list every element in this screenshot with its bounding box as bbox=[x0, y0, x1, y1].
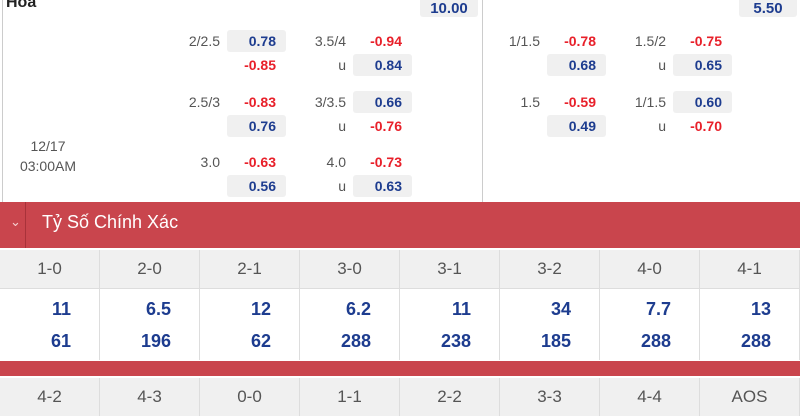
odds-value[interactable]: -0.94 bbox=[370, 33, 402, 49]
score-odds-cell[interactable]: 6.2 288 bbox=[300, 289, 400, 360]
odds-draw-left[interactable]: 10.00 bbox=[420, 0, 478, 17]
score-label: 2-2 bbox=[400, 378, 500, 416]
section-title: Hoa bbox=[6, 0, 37, 11]
odds-value[interactable]: 288 bbox=[740, 331, 771, 351]
odds-value[interactable]: 0.66 bbox=[353, 91, 412, 113]
under-label: u bbox=[338, 118, 346, 134]
odds-value[interactable]: -0.76 bbox=[370, 118, 402, 134]
score-label: 0-0 bbox=[200, 378, 300, 416]
correct-score-header[interactable] bbox=[0, 202, 800, 248]
score-label: 2-0 bbox=[100, 250, 200, 288]
odds-value[interactable]: 0.63 bbox=[353, 175, 412, 197]
score-header-row-1: 1-0 2-0 2-1 3-0 3-1 3-2 4-0 4-1 bbox=[0, 250, 800, 288]
odds-value[interactable]: 13 bbox=[750, 299, 771, 319]
odds-value[interactable]: 11 bbox=[451, 299, 471, 319]
odds-value[interactable]: 185 bbox=[540, 331, 571, 351]
total-label: 1.5/2 bbox=[634, 33, 666, 49]
handicap-label: 2.5/3 bbox=[188, 94, 220, 110]
handicap-label: 3.0 bbox=[200, 154, 220, 170]
odds-value[interactable]: 61 bbox=[50, 331, 71, 351]
odds-value[interactable]: 34 bbox=[550, 299, 571, 319]
left-border bbox=[2, 0, 3, 202]
score-label: 3-2 bbox=[500, 250, 600, 288]
section-bar bbox=[0, 361, 800, 376]
score-odds-cell[interactable]: 12 62 bbox=[200, 289, 300, 360]
odds-value[interactable]: 11 bbox=[51, 299, 71, 319]
odds-value[interactable]: 12 bbox=[250, 299, 271, 319]
handicap-label: 2/2.5 bbox=[188, 33, 220, 49]
odds-value[interactable]: 238 bbox=[440, 331, 471, 351]
header-separator bbox=[25, 202, 26, 248]
score-label: 1-0 bbox=[0, 250, 100, 288]
odds-value[interactable]: 0.56 bbox=[227, 175, 286, 197]
score-label: 4-3 bbox=[100, 378, 200, 416]
odds-value[interactable]: -0.78 bbox=[564, 33, 596, 49]
score-label: 3-3 bbox=[500, 378, 600, 416]
score-label: 4-4 bbox=[600, 378, 700, 416]
total-label: 1/1.5 bbox=[634, 94, 666, 110]
odds-value[interactable]: 196 bbox=[140, 331, 171, 351]
under-label: u bbox=[338, 178, 346, 194]
score-odds-cell[interactable]: 7.7 288 bbox=[600, 289, 700, 360]
odds-value[interactable]: 0.68 bbox=[547, 54, 606, 76]
score-header-row-2: 4-2 4-3 0-0 1-1 2-2 3-3 4-4 AOS bbox=[0, 378, 800, 416]
score-odds-cell[interactable]: 6.5 196 bbox=[100, 289, 200, 360]
under-label: u bbox=[658, 57, 666, 73]
odds-value[interactable]: 0.60 bbox=[673, 91, 732, 113]
match-date: 12/17 bbox=[30, 138, 66, 154]
odds-value[interactable]: -0.85 bbox=[244, 57, 276, 73]
total-label: 3/3.5 bbox=[314, 94, 346, 110]
score-odds-cell[interactable]: 13 288 bbox=[700, 289, 800, 360]
score-label: 4-2 bbox=[0, 378, 100, 416]
odds-value[interactable]: -0.75 bbox=[690, 33, 722, 49]
odds-value[interactable]: 0.65 bbox=[673, 54, 732, 76]
odds-value[interactable]: -0.83 bbox=[244, 94, 276, 110]
total-label: 3.5/4 bbox=[314, 33, 346, 49]
score-label: AOS bbox=[700, 378, 800, 416]
match-time: 03:00AM bbox=[19, 158, 77, 174]
score-label: 4-0 bbox=[600, 250, 700, 288]
score-label: 4-1 bbox=[700, 250, 800, 288]
odds-value[interactable]: 0.84 bbox=[353, 54, 412, 76]
chevron-down-icon[interactable]: ⌄ bbox=[10, 214, 21, 229]
column-divider bbox=[482, 0, 483, 202]
score-odds-cell[interactable]: 11 238 bbox=[400, 289, 500, 360]
odds-value[interactable]: -0.63 bbox=[244, 154, 276, 170]
score-label: 1-1 bbox=[300, 378, 400, 416]
under-label: u bbox=[658, 118, 666, 134]
odds-draw-right[interactable]: 5.50 bbox=[739, 0, 797, 17]
correct-score-title: Tỷ Số Chính Xác bbox=[42, 212, 179, 232]
score-odds-cell[interactable]: 11 61 bbox=[0, 289, 100, 360]
odds-value[interactable]: 6.5 bbox=[145, 299, 171, 319]
odds-value[interactable]: 288 bbox=[340, 331, 371, 351]
odds-value[interactable]: 62 bbox=[250, 331, 271, 351]
odds-value[interactable]: 6.2 bbox=[345, 299, 371, 319]
score-label: 3-0 bbox=[300, 250, 400, 288]
odds-value[interactable]: 288 bbox=[640, 331, 671, 351]
odds-value[interactable]: -0.70 bbox=[690, 118, 722, 134]
odds-value[interactable]: 0.76 bbox=[227, 115, 286, 137]
odds-row-1: 11 61 6.5 196 12 62 6.2 288 11 238 34 185 7.7 288 13 28… bbox=[0, 288, 800, 360]
odds-value[interactable]: -0.59 bbox=[564, 94, 596, 110]
match-datetime: 12/17 03:00AM bbox=[10, 136, 86, 176]
odds-value[interactable]: 7.7 bbox=[645, 299, 671, 319]
score-label: 2-1 bbox=[200, 250, 300, 288]
odds-value[interactable]: 0.49 bbox=[547, 115, 606, 137]
score-label: 3-1 bbox=[400, 250, 500, 288]
total-label: 4.0 bbox=[326, 154, 346, 170]
handicap-label: 1/1.5 bbox=[508, 33, 540, 49]
odds-value[interactable]: 0.78 bbox=[227, 30, 286, 52]
odds-value[interactable]: -0.73 bbox=[370, 154, 402, 170]
score-odds-cell[interactable]: 34 185 bbox=[500, 289, 600, 360]
handicap-label: 1.5 bbox=[520, 94, 540, 110]
under-label: u bbox=[338, 57, 346, 73]
